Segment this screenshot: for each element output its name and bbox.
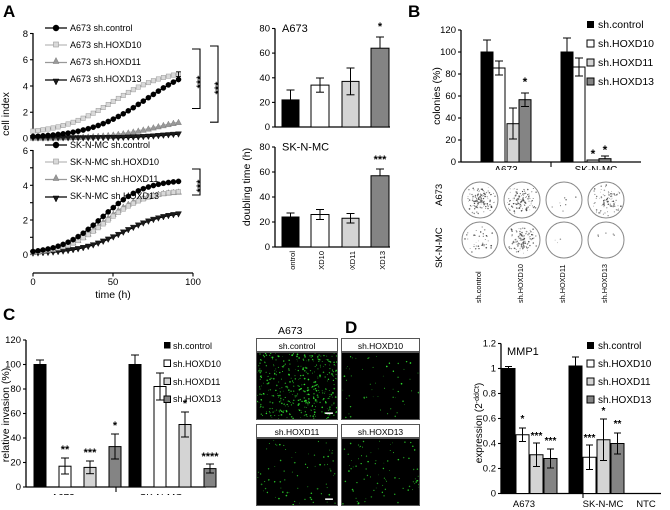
svg-text:***: *** [374,154,388,166]
svg-text:***: *** [584,433,596,444]
svg-text:20: 20 [259,217,270,228]
svg-text:relative invasion (%): relative invasion (%) [0,368,12,463]
svg-text:1.2: 1.2 [483,339,496,350]
svg-text:2: 2 [23,108,28,119]
svg-text:100: 100 [440,47,456,58]
svg-text:60: 60 [259,167,270,178]
svg-text:0: 0 [491,489,496,500]
svg-text:****: **** [201,451,219,463]
svg-text:**: ** [61,444,70,456]
svg-text:0: 0 [451,157,456,168]
svg-text:0: 0 [16,482,21,493]
svg-text:MMP1: MMP1 [507,346,539,358]
svg-text:A673: A673 [513,499,535,510]
svg-text:20: 20 [259,97,270,108]
svg-text:SK-N-MC: SK-N-MC [575,165,618,170]
svg-text:120: 120 [440,25,456,36]
svg-text:40: 40 [259,73,270,84]
svg-text:0: 0 [23,134,28,145]
svg-text:4: 4 [23,181,28,192]
svg-text:cell index: cell index [0,91,12,136]
svg-text:SK-N-MC: SK-N-MC [140,493,183,495]
svg-text:60: 60 [259,48,270,59]
svg-text:time (h): time (h) [95,289,131,301]
svg-text:*: * [113,420,118,432]
svg-text:***: *** [545,436,557,447]
svg-text:***: *** [195,179,207,193]
svg-text:1: 1 [491,364,496,375]
svg-text:A673: A673 [282,23,308,35]
svg-text:***: *** [531,431,543,442]
svg-text:20: 20 [10,458,21,469]
svg-text:A673: A673 [51,493,75,495]
svg-text:4: 4 [23,81,28,92]
svg-text:80: 80 [259,24,270,35]
svg-text:*: * [523,75,528,89]
svg-text:NTC: NTC [636,499,656,510]
svg-text:*: * [603,143,608,157]
svg-text:40: 40 [259,192,270,203]
svg-text:40: 40 [445,113,456,124]
svg-text:*: * [378,21,383,33]
svg-text:sh.HOXD13: sh.HOXD13 [378,251,387,270]
svg-text:2: 2 [23,216,28,227]
svg-text:0: 0 [265,122,270,133]
svg-text:SK-N-MC: SK-N-MC [282,142,329,154]
svg-text:80: 80 [259,142,270,153]
svg-text:colonies (%): colonies (%) [431,67,443,125]
svg-text:6: 6 [23,55,28,66]
svg-text:**: ** [614,419,622,430]
svg-text:*: * [591,147,596,161]
svg-text:sh.HOXD10: sh.HOXD10 [317,251,326,270]
svg-text:doubling time (h): doubling time (h) [241,148,253,226]
svg-text:***: *** [84,447,98,459]
svg-text:0: 0 [30,277,35,288]
svg-text:50: 50 [108,277,119,288]
svg-text:0.2: 0.2 [483,464,496,475]
svg-text:20: 20 [445,135,456,146]
svg-text:sh.control: sh.control [288,251,297,270]
svg-text:0.8: 0.8 [483,389,496,400]
svg-text:80: 80 [445,69,456,80]
svg-text:6: 6 [23,146,28,157]
svg-text:sh.HOXD11: sh.HOXD11 [348,251,357,270]
svg-text:0: 0 [23,250,28,261]
svg-text:8: 8 [23,29,28,40]
svg-text:40: 40 [10,433,21,444]
svg-text:0: 0 [265,242,270,253]
svg-text:80: 80 [10,384,21,395]
svg-text:60: 60 [445,91,456,102]
svg-text:*: * [521,414,525,425]
svg-text:SK-N-MC: SK-N-MC [583,499,624,510]
svg-text:A673: A673 [494,165,518,170]
svg-text:60: 60 [10,409,21,420]
svg-text:100: 100 [185,277,201,288]
svg-text:120: 120 [5,335,21,346]
